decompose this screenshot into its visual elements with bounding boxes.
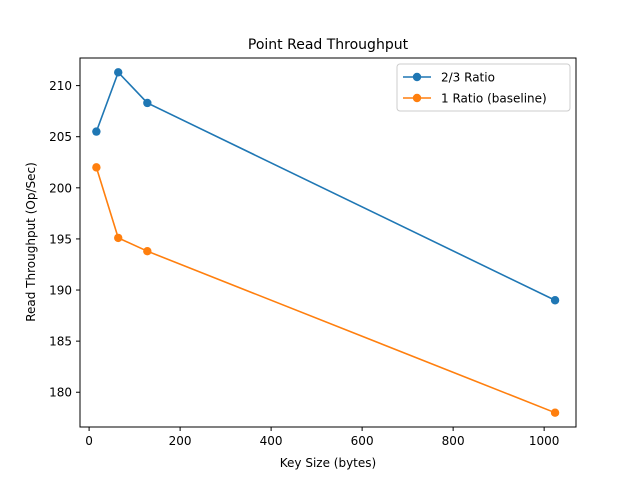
data-point: [550, 408, 560, 417]
series-line: [95, 167, 556, 414]
y-axis-label: Read Throughput (Op/Sec): [24, 162, 38, 322]
data-point: [143, 98, 152, 108]
legend-item: 1 Ratio (baseline): [403, 92, 547, 106]
y-tick-label: 200: [49, 181, 72, 195]
legend-box: [396, 63, 571, 112]
plot-series: [92, 68, 560, 417]
legend-marker: [412, 93, 422, 103]
y-tick-label: 185: [49, 335, 72, 349]
data-point: [550, 296, 560, 305]
data-point: [114, 68, 123, 77]
x-tick-label: 800: [442, 434, 465, 448]
y-tick-label: 190: [49, 284, 72, 298]
data-point: [92, 127, 101, 136]
legend-label: 1 Ratio (baseline): [441, 92, 547, 106]
series-2: [92, 163, 560, 417]
x-tick-label: 0: [85, 434, 93, 448]
x-tick-label: 400: [260, 434, 283, 448]
plot-frame: [79, 57, 577, 428]
data-point: [114, 233, 123, 243]
chart-title: Point Read Throughput: [248, 37, 409, 53]
y-tick-label: 195: [49, 232, 72, 246]
series-line: [95, 70, 556, 301]
y-tick-label: 180: [49, 386, 72, 400]
legend-label: 2/3 Ratio: [441, 71, 495, 85]
data-point: [92, 163, 101, 172]
legend-items: 2/3 Ratio 1 Ratio (baseline): [403, 71, 547, 106]
y-axis: 180 185 190 195 200 205 210: [49, 79, 80, 400]
data-point: [143, 246, 152, 256]
x-tick-label: 1000: [529, 434, 560, 448]
x-tick-label: 600: [351, 434, 374, 448]
x-tick-label: 200: [169, 434, 192, 448]
x-axis-label: Key Size (bytes): [280, 456, 376, 470]
y-tick-label: 205: [49, 130, 72, 144]
y-tick-label: 210: [49, 79, 72, 93]
legend-marker: [412, 72, 422, 82]
x-axis: 0 200 400 600 800 1000: [85, 427, 559, 448]
legend-item: 2/3 Ratio: [403, 71, 495, 85]
series-1: [92, 68, 560, 305]
legend: 2/3 Ratio 1 Ratio (baseline): [396, 63, 571, 112]
